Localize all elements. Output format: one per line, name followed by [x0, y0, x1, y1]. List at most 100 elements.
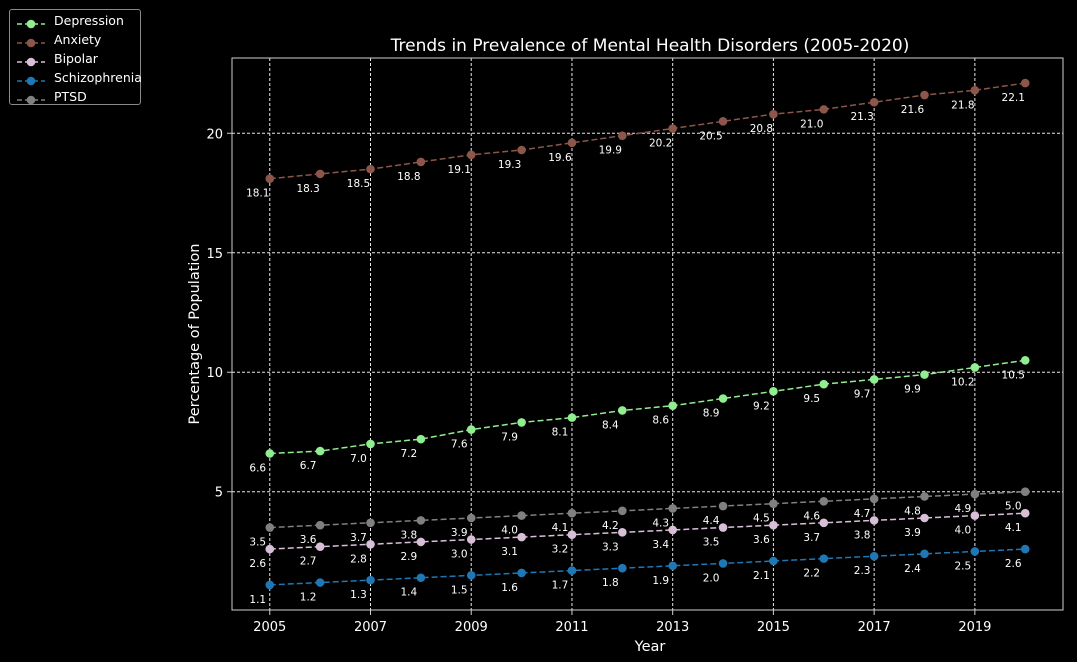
data-point: [366, 539, 375, 549]
data-point: [1020, 487, 1030, 497]
data-point: [466, 535, 476, 544]
data-point: [920, 370, 929, 379]
data-point: [618, 563, 627, 573]
legend: Depression Anxiety Bipolar Schizophrenia PTS…: [9, 9, 142, 106]
data-label: 3.9: [904, 527, 921, 539]
legend-label: Schizophrenia: [54, 70, 142, 85]
y-tick-label: 15: [206, 247, 223, 262]
data-label: 8.4: [602, 419, 619, 431]
data-point: [517, 418, 526, 427]
legend-label: Bipolar: [54, 51, 98, 66]
data-point: [869, 516, 879, 525]
data-label: 2.0: [703, 572, 720, 584]
y-axis-label: Percentage of Population: [187, 244, 203, 425]
data-point: [819, 105, 829, 114]
data-point: [970, 547, 980, 556]
legend-item-bipolar: Bipolar: [16, 49, 98, 68]
data-label: 4.8: [904, 505, 921, 517]
data-label: 2.6: [1005, 558, 1022, 570]
data-label: 4.1: [1005, 522, 1022, 534]
data-point: [869, 375, 879, 384]
data-point: [265, 544, 275, 554]
data-point: [265, 174, 275, 183]
data-point: [618, 131, 627, 140]
legend-label: Depression: [54, 13, 124, 28]
data-point: [970, 511, 980, 520]
data-label: 3.8: [401, 529, 418, 541]
data-point: [869, 494, 879, 504]
data-point: [718, 117, 728, 126]
data-point: [315, 578, 325, 587]
data-label: 8.1: [552, 427, 569, 439]
data-point: [315, 169, 325, 179]
data-label: 2.4: [904, 563, 921, 575]
data-label: 3.3: [602, 541, 619, 553]
data-label: 2.1: [753, 570, 770, 582]
data-point: [366, 575, 375, 585]
data-label: 1.6: [501, 582, 518, 594]
series-schizophrenia: [265, 544, 1030, 590]
data-label: 3.4: [652, 539, 669, 551]
data-label: 9.5: [803, 393, 820, 405]
data-label: 21.6: [901, 104, 925, 116]
data-label: 3.9: [451, 527, 468, 539]
data-point: [618, 528, 627, 537]
data-point: [769, 387, 778, 396]
series-group: [265, 78, 1030, 590]
data-label: 7.9: [501, 431, 518, 443]
data-point: [668, 525, 677, 535]
x-tick-label: 2007: [354, 620, 387, 635]
data-label: 1.4: [401, 587, 418, 599]
data-point: [416, 537, 426, 547]
grid: [232, 58, 1063, 610]
data-point: [769, 520, 778, 530]
data-point: [466, 425, 476, 434]
data-point: [567, 530, 577, 540]
data-point: [366, 518, 375, 528]
x-tick-label: 2013: [656, 620, 689, 635]
data-point: [466, 150, 476, 160]
data-label: 7.0: [350, 453, 367, 465]
data-point: [416, 434, 426, 444]
data-point: [567, 413, 577, 422]
legend-swatch: [16, 72, 46, 85]
data-label: 19.9: [599, 145, 622, 157]
data-point: [517, 568, 526, 578]
data-label: 3.8: [854, 529, 871, 541]
data-point: [416, 157, 426, 167]
data-point: [920, 513, 929, 523]
data-point: [718, 523, 728, 532]
data-label: 9.7: [854, 388, 871, 400]
data-label: 2.6: [249, 558, 266, 570]
legend-item-ptsd: PTSD: [16, 87, 87, 106]
axis-ticks: 2005 2007 2009 2011 2013 2015 2017 2019 5 10 15 20: [206, 127, 991, 635]
legend-swatch: [16, 15, 46, 28]
data-label: 4.2: [602, 520, 619, 532]
x-tick-label: 2011: [555, 620, 588, 635]
data-label: 2.3: [854, 565, 871, 577]
data-label: 4.9: [955, 503, 972, 515]
data-label: 3.2: [552, 544, 569, 556]
data-label: 1.3: [350, 589, 367, 601]
data-label: 3.1: [501, 546, 518, 558]
data-label: 20.8: [750, 123, 773, 135]
series-ptsd: [265, 487, 1030, 532]
data-point: [315, 542, 325, 551]
data-point: [517, 145, 526, 155]
data-label: 10.2: [951, 376, 974, 388]
series-line: [269, 82, 1026, 180]
data-point: [618, 506, 627, 516]
data-label: 6.7: [300, 460, 317, 472]
y-tick-label: 10: [206, 366, 223, 381]
data-point: [315, 446, 325, 456]
legend-label: Anxiety: [54, 32, 102, 47]
y-tick-label: 5: [215, 486, 223, 501]
data-point: [517, 532, 526, 542]
series-anxiety: [265, 78, 1030, 183]
legend-swatch: [16, 34, 46, 47]
data-label: 22.1: [1002, 92, 1025, 104]
data-point: [769, 109, 778, 119]
data-label: 3.6: [300, 534, 317, 546]
data-label: 9.9: [904, 384, 921, 396]
data-label: 2.5: [955, 560, 972, 572]
